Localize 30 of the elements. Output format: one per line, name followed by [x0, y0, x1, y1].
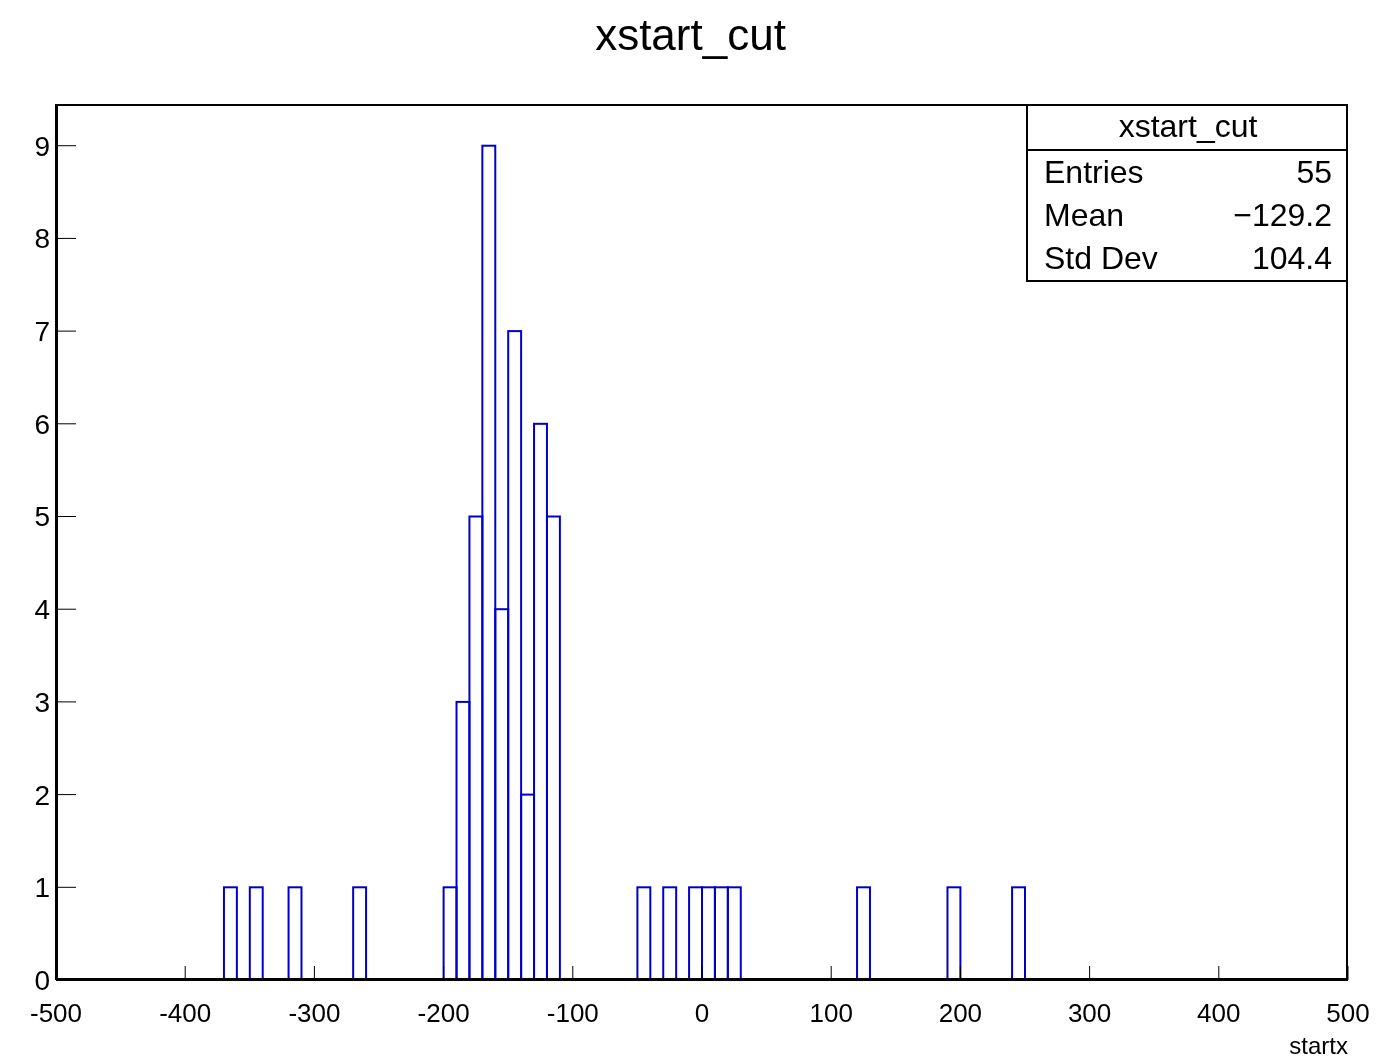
y-tick-label: 4	[34, 594, 50, 626]
y-tick-label: 7	[34, 316, 50, 348]
y-tick-label: 3	[34, 686, 50, 718]
annotation: −129.2	[1233, 197, 1332, 234]
y-tick-label: 6	[34, 408, 50, 440]
x-tick-label: 100	[809, 998, 853, 1029]
y-tick-label: 0	[34, 964, 50, 996]
x-tick-label: 400	[1197, 998, 1241, 1029]
annotation: Entries	[1044, 154, 1144, 191]
y-tick-label: 5	[34, 501, 50, 533]
y-tick-label: 9	[34, 130, 50, 162]
x-tick-label: 0	[694, 998, 710, 1029]
x-tick-label: -300	[288, 998, 341, 1029]
x-tick-label: 500	[1326, 998, 1370, 1029]
x-tick-label: -500	[29, 998, 83, 1029]
x-tick-label: -400	[159, 998, 212, 1029]
annotation: 104.4	[1251, 240, 1332, 277]
x-tick-label: -100	[546, 998, 599, 1029]
y-tick-label: 8	[34, 223, 50, 255]
x-tick-label: 300	[1067, 998, 1112, 1029]
annotation: xstart_cut	[1028, 104, 1348, 151]
annotation: Mean	[1044, 197, 1125, 234]
x-tick-label: -200	[417, 998, 470, 1029]
chart-title: xstart_cut	[594, 10, 787, 60]
x-axis-title: startx	[1289, 1032, 1348, 1059]
y-tick-label: 2	[34, 779, 50, 811]
annotation: Std Dev	[1044, 240, 1158, 277]
annotation: 55	[1296, 154, 1332, 191]
x-tick-label: 200	[938, 998, 983, 1029]
y-tick-label: 1	[34, 872, 50, 904]
